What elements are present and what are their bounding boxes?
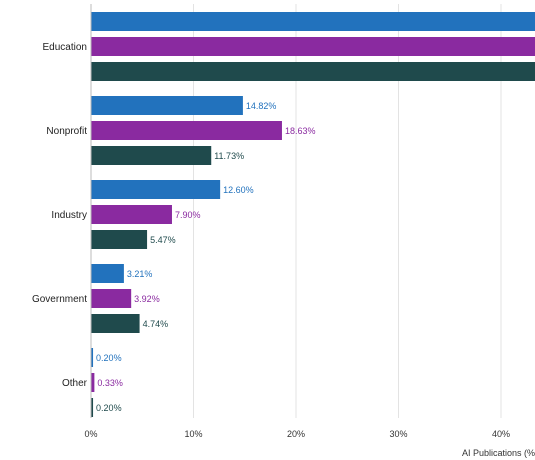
- bar-value-label: 3.92%: [134, 294, 160, 304]
- bar-value-label: 4.74%: [143, 319, 169, 329]
- x-tick-label: 10%: [184, 429, 202, 439]
- x-tick-labels: 0% 10% 20% 30% 40%: [84, 429, 510, 439]
- bar: [91, 230, 148, 249]
- bar: [91, 398, 94, 417]
- value-labels: 14.82% 18.63% 11.73% 12.60% 7.90% 5.47% 3.21% 3…: [96, 101, 315, 413]
- bar-value-label: 12.60%: [223, 185, 254, 195]
- bar-value-label: 18.63%: [285, 126, 316, 136]
- bar: [91, 373, 95, 392]
- bar-value-label: 0.20%: [96, 353, 122, 363]
- x-tick-label: 20%: [287, 429, 305, 439]
- bar: [91, 264, 124, 283]
- x-tick-label: 40%: [492, 429, 510, 439]
- category-label: Industry: [51, 210, 87, 221]
- bar: [91, 146, 212, 165]
- bar: [91, 62, 535, 81]
- bar: [91, 205, 172, 224]
- bars: [91, 12, 535, 417]
- bar: [91, 314, 140, 333]
- bar: [91, 289, 132, 308]
- category-label: Education: [43, 42, 87, 53]
- bar-value-label: 7.90%: [175, 210, 201, 220]
- x-tick-label: 30%: [389, 429, 407, 439]
- bar-value-label: 5.47%: [150, 235, 176, 245]
- category-label: Other: [62, 378, 88, 389]
- bar: [91, 121, 282, 140]
- bar: [91, 37, 535, 56]
- category-label: Government: [32, 294, 87, 305]
- x-axis-title: AI Publications (%: [462, 448, 535, 458]
- x-tick-label: 0%: [84, 429, 97, 439]
- bar-value-label: 0.33%: [97, 378, 123, 388]
- bar: [91, 348, 94, 367]
- bar: [91, 96, 243, 115]
- category-label: Nonprofit: [46, 126, 87, 137]
- bar-value-label: 11.73%: [214, 151, 244, 161]
- bar-value-label: 3.21%: [127, 269, 153, 279]
- bar: [91, 12, 535, 31]
- bar-value-label: 0.20%: [96, 403, 122, 413]
- category-labels: Education Nonprofit Industry Government Othe…: [32, 42, 88, 389]
- bar-value-label: 14.82%: [246, 101, 277, 111]
- bar: [91, 180, 221, 199]
